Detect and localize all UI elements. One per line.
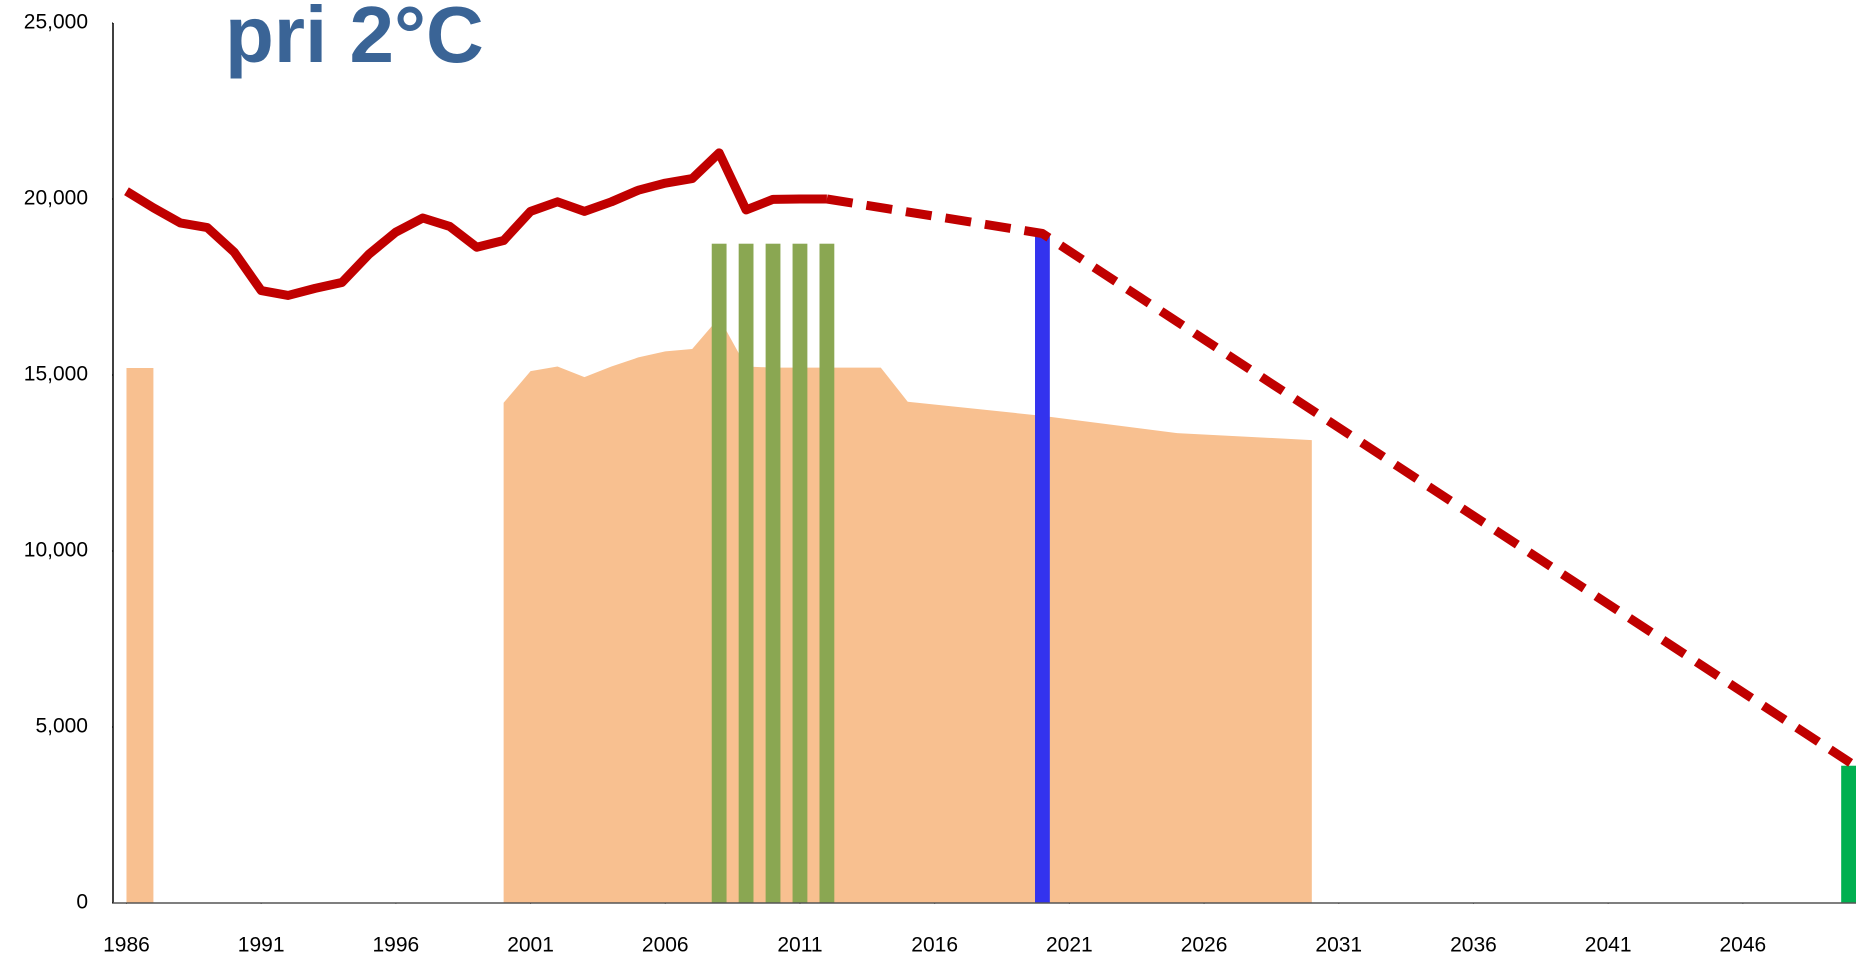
bar xyxy=(1035,234,1050,903)
projection xyxy=(826,194,1854,767)
x-tick-label: 2041 xyxy=(1585,934,1632,957)
y-tick-label: 20,000 xyxy=(24,187,88,210)
x-tick-label: 2016 xyxy=(911,934,958,957)
x-tick-label: 1996 xyxy=(373,934,420,957)
x-tick-label: 2046 xyxy=(1719,934,1766,957)
y-tick-label: 25,000 xyxy=(24,11,88,34)
x-tick-label: 2011 xyxy=(777,934,822,957)
chart-title: pri 2°C xyxy=(225,0,484,79)
y-tick-label: 15,000 xyxy=(24,363,88,386)
bar xyxy=(738,243,754,904)
y-tick-label: 10,000 xyxy=(24,539,88,562)
x-tick-label: 2031 xyxy=(1315,934,1362,957)
x-tick-label: 2036 xyxy=(1450,934,1497,957)
line xyxy=(124,148,827,300)
x-tick-label: 2001 xyxy=(507,934,554,957)
x-tick-label: 2006 xyxy=(642,934,689,957)
bar xyxy=(819,243,835,904)
x-tick-label: 1991 xyxy=(238,934,285,957)
bar xyxy=(792,243,808,904)
x-tick-label: 2026 xyxy=(1181,934,1228,957)
area xyxy=(503,317,1312,903)
bar xyxy=(765,243,781,904)
area xyxy=(126,367,154,904)
x-tick-label: 2021 xyxy=(1046,934,1093,957)
y-tick-label: 0 xyxy=(76,891,88,914)
bar xyxy=(1841,765,1856,903)
bar xyxy=(711,243,727,904)
x-tick-label: 1986 xyxy=(103,934,150,957)
y-tick-label: 5,000 xyxy=(35,715,88,738)
